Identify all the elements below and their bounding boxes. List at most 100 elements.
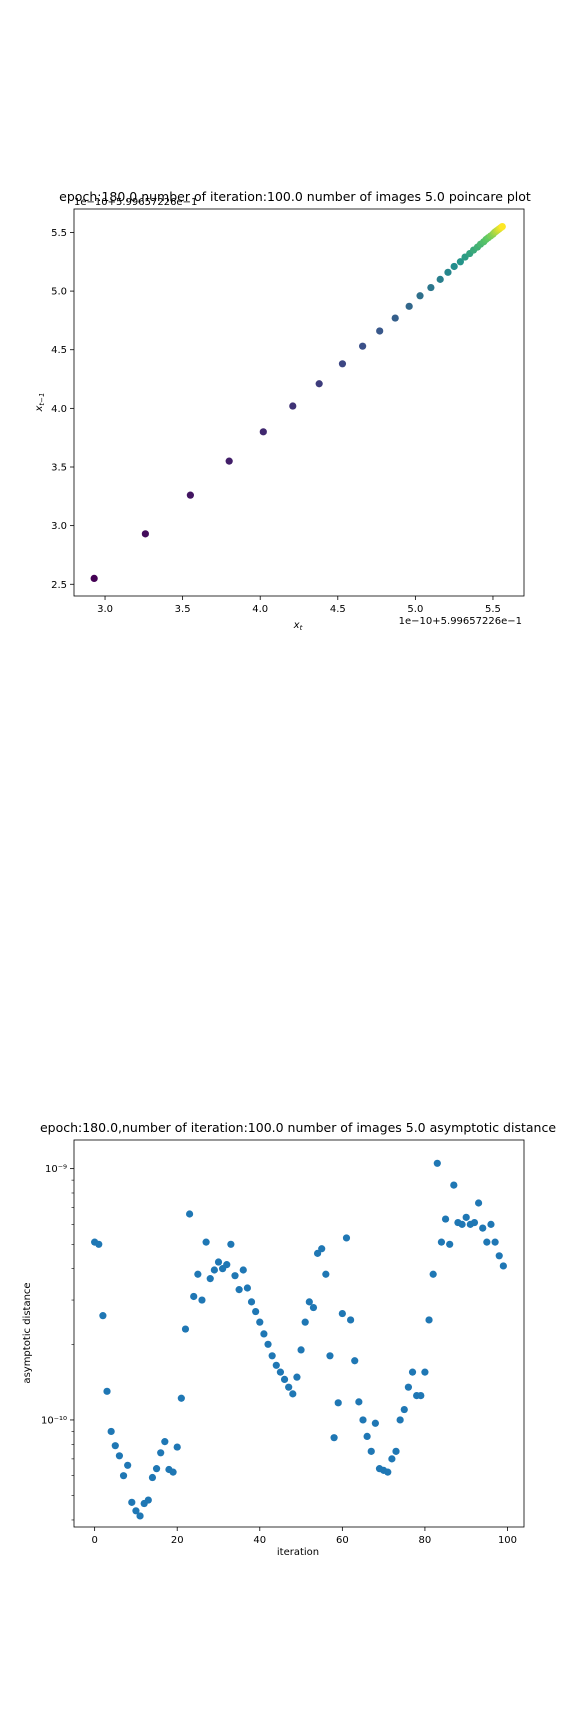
asymptotic-point	[499, 1262, 507, 1270]
asymptotic-point	[384, 1468, 392, 1476]
asymptotic-point	[264, 1340, 272, 1348]
asymptotic-point	[99, 1312, 107, 1320]
asymptotic-point	[313, 1249, 322, 1257]
asymptotic-point	[144, 1496, 152, 1504]
poincare-y-tick-label: 5.5	[51, 228, 67, 239]
poincare-x-tick-label: 5.5	[485, 604, 501, 615]
asymptotic-point	[297, 1346, 305, 1354]
asymptotic-point	[239, 1266, 247, 1274]
poincare-point	[456, 258, 464, 266]
asymptotic-point	[210, 1266, 218, 1274]
asymptotic-point	[289, 1390, 297, 1398]
asymptotic-x-tick-label: 0	[91, 1535, 97, 1546]
asymptotic-point	[202, 1238, 210, 1246]
poincare-y-tick-label: 4.5	[51, 345, 67, 356]
asymptotic-point	[260, 1330, 268, 1338]
asymptotic-point	[441, 1215, 450, 1223]
asymptotic-point	[483, 1238, 491, 1246]
asymptotic-point	[450, 1181, 458, 1189]
asymptotic-point	[194, 1270, 202, 1278]
asymptotic-point	[392, 1447, 400, 1455]
asymptotic-point	[429, 1270, 437, 1278]
asymptotic-point	[185, 1210, 194, 1218]
poincare-point	[338, 360, 347, 368]
asymptotic-point	[367, 1447, 375, 1455]
asymptotic-point	[206, 1275, 214, 1283]
asymptotic-point	[252, 1307, 260, 1316]
asymptotic-point	[214, 1258, 223, 1266]
asymptotic-point	[256, 1318, 264, 1326]
asymptotic-point	[152, 1465, 161, 1473]
asymptotic-point	[491, 1238, 499, 1246]
asymptotic-point	[351, 1357, 359, 1365]
asymptotic-point	[334, 1399, 342, 1407]
asymptotic-point	[119, 1472, 128, 1480]
poincare-y-label: xt−1	[34, 393, 46, 413]
asymptotic-point	[355, 1398, 363, 1406]
asymptotic-x-tick-label: 20	[171, 1535, 184, 1546]
asymptotic-point	[446, 1240, 454, 1248]
asymptotic-points	[91, 1159, 507, 1520]
poincare-y-tick-label: 3.0	[51, 521, 67, 532]
asymptotic-point	[198, 1296, 206, 1304]
asymptotic-point	[322, 1270, 330, 1278]
asymptotic-x-label: iteration	[277, 1547, 319, 1558]
poincare-y-tick-label: 4.0	[51, 404, 67, 415]
poincare-point	[427, 283, 435, 292]
asymptotic-y-tick-label: 10⁻⁹	[45, 1164, 67, 1175]
asymptotic-point	[223, 1261, 231, 1269]
asymptotic-point	[235, 1286, 243, 1294]
asymptotic-point	[425, 1316, 433, 1324]
asymptotic-point	[421, 1368, 429, 1376]
poincare-point	[225, 457, 233, 465]
asymptotic-point	[417, 1391, 425, 1400]
asymptotic-point	[243, 1284, 251, 1292]
asymptotic-point	[132, 1507, 140, 1515]
poincare-x-tick-label: 3.0	[97, 604, 113, 615]
asymptotic-point	[479, 1224, 487, 1232]
asymptotic-point	[408, 1368, 417, 1376]
poincare-y-ticks: 2.5 3.0 3.5 4.0 4.5 5.0 5.5	[51, 228, 74, 591]
asymptotic-point	[272, 1361, 280, 1369]
asymptotic-point	[169, 1468, 177, 1476]
asymptotic-point	[293, 1373, 301, 1381]
asymptotic-point	[437, 1238, 446, 1246]
asymptotic-point	[161, 1438, 169, 1446]
poincare-y-tick-label: 3.5	[51, 463, 67, 474]
poincare-point	[498, 222, 506, 231]
asymptotic-point	[462, 1213, 470, 1221]
poincare-point	[315, 380, 323, 388]
poincare-point	[259, 428, 267, 436]
asymptotic-point	[404, 1383, 413, 1391]
asymptotic-point	[190, 1292, 198, 1301]
asymptotic-x-tick-label: 80	[419, 1535, 432, 1546]
poincare-point	[186, 491, 194, 499]
asymptotic-x-tick-label: 100	[498, 1535, 517, 1546]
poincare-point	[376, 327, 384, 335]
poincare-point	[405, 302, 413, 310]
asymptotic-point	[148, 1473, 157, 1482]
asymptotic-y-tick-label: 10⁻¹⁰	[41, 1415, 67, 1426]
asymptotic-point	[330, 1434, 338, 1442]
asymptotic-point	[400, 1405, 408, 1414]
poincare-point	[359, 342, 367, 350]
asymptotic-point	[227, 1240, 235, 1248]
asymptotic-point	[115, 1452, 124, 1460]
poincare-point	[444, 268, 452, 276]
asymptotic-point	[495, 1252, 503, 1260]
asymptotic-point	[470, 1218, 479, 1227]
asymptotic-distance-plot: epoch:180.0,number of iteration:100.0 nu…	[22, 1120, 556, 1558]
asymptotic-point	[388, 1455, 396, 1463]
asymptotic-point	[285, 1383, 293, 1391]
asymptotic-point	[231, 1272, 239, 1280]
poincare-y-tick-label: 2.5	[51, 580, 67, 591]
poincare-x-tick-label: 5.0	[407, 604, 423, 615]
asymptotic-point	[280, 1375, 289, 1383]
asymptotic-point	[458, 1220, 466, 1228]
poincare-point	[416, 292, 424, 300]
asymptotic-x-tick-label: 40	[253, 1535, 266, 1546]
asymptotic-point	[301, 1318, 309, 1326]
poincare-x-tick-label: 3.5	[175, 604, 191, 615]
asymptotic-point	[338, 1309, 346, 1318]
asymptotic-point	[173, 1443, 181, 1451]
